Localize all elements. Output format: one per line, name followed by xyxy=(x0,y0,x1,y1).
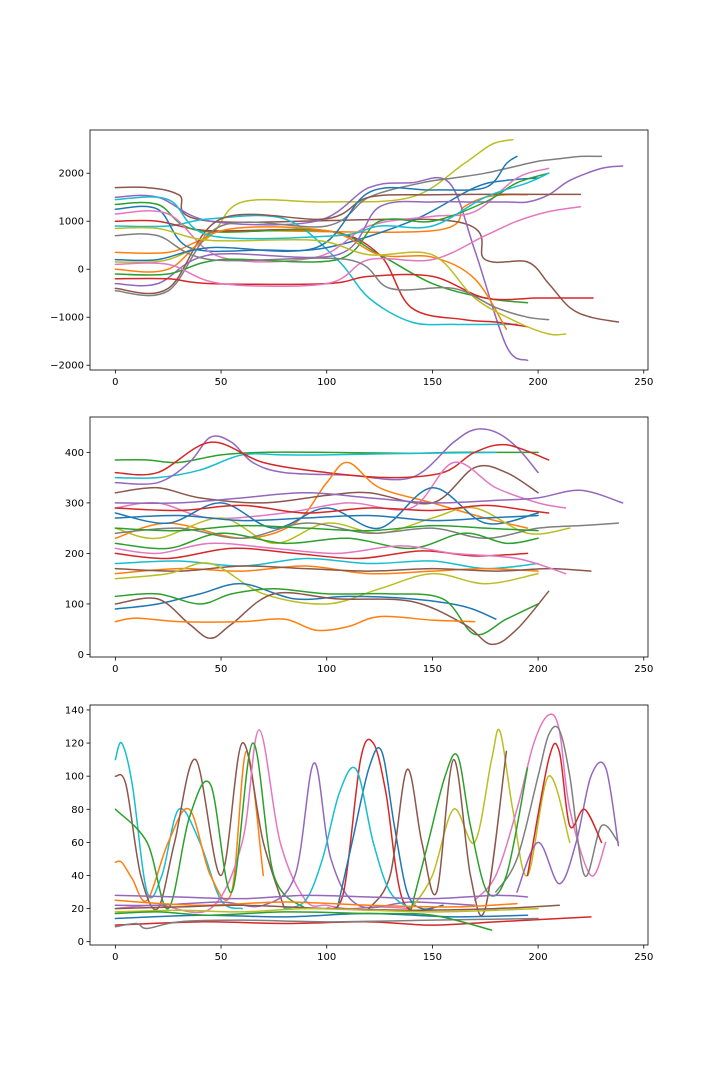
x-tick-label: 150 xyxy=(423,952,442,963)
series-line-19 xyxy=(114,172,550,240)
y-tick-label: 300 xyxy=(65,498,84,509)
series-line-3 xyxy=(114,428,539,485)
y-tick-label: 0 xyxy=(78,650,84,661)
series-line-17 xyxy=(114,912,529,920)
x-tick-label: 0 xyxy=(112,377,118,388)
series-line-17 xyxy=(114,206,582,288)
subplot-1: 0 50 100 150 200 250 −2000 −1000 0 1000 2000 xyxy=(50,129,653,388)
series-line-7 xyxy=(114,461,567,520)
series-line-12 xyxy=(516,761,620,893)
y-tick-label: 0 xyxy=(78,265,84,276)
x-tick-label: 0 xyxy=(112,952,118,963)
series-line-11 xyxy=(114,489,624,505)
x-tick-label: 200 xyxy=(529,664,548,675)
series-line-9 xyxy=(114,506,571,545)
x-tick-label: 150 xyxy=(423,377,442,388)
x-tick-label: 250 xyxy=(634,952,653,963)
x-tick-label: 250 xyxy=(634,377,653,388)
subplot-2: 0 50 100 150 200 250 0 100 200 300 400 xyxy=(65,416,653,675)
series-line-10 xyxy=(114,155,603,297)
y-tick-label: 100 xyxy=(65,599,84,610)
series-line-13 xyxy=(114,547,529,560)
series-line-18 xyxy=(114,226,567,336)
series-line-2 xyxy=(114,451,497,479)
series-line-16 xyxy=(410,753,529,910)
x-tick-label: 200 xyxy=(529,952,548,963)
series-line-21 xyxy=(114,917,539,930)
series-line-16 xyxy=(114,565,592,572)
series-line-25 xyxy=(114,504,550,514)
series-line-20 xyxy=(114,233,550,321)
series-line-23 xyxy=(114,894,529,900)
series-line-12 xyxy=(114,532,539,550)
series-line-10 xyxy=(473,713,607,902)
y-tick-label: 1000 xyxy=(59,217,84,228)
series-line-5 xyxy=(114,214,518,326)
series-line-14 xyxy=(368,750,508,917)
x-tick-label: 100 xyxy=(317,952,336,963)
subplot-3: 0 50 100 150 200 250 0 20 40 60 80 100 120 140 xyxy=(65,704,653,963)
series-line-3 xyxy=(114,742,286,911)
series-line-18 xyxy=(114,562,539,605)
x-tick-label: 200 xyxy=(529,377,548,388)
x-tick-label: 150 xyxy=(423,664,442,675)
series-group xyxy=(114,428,624,646)
y-tick-label: 80 xyxy=(71,805,84,816)
series-line-11 xyxy=(114,165,624,287)
y-tick-label: 400 xyxy=(65,448,84,459)
series-line-15 xyxy=(283,766,413,910)
y-tick-label: 40 xyxy=(71,871,84,882)
y-tick-label: 2000 xyxy=(59,169,84,180)
series-line-18 xyxy=(114,899,518,908)
y-tick-label: 100 xyxy=(65,772,84,783)
series-line-13 xyxy=(114,273,594,301)
series-line-23 xyxy=(114,514,539,522)
series-line-8 xyxy=(336,746,444,910)
axes-frame xyxy=(89,416,649,658)
y-tick-label: 0 xyxy=(78,937,84,948)
y-tick-label: 120 xyxy=(65,739,84,750)
y-tick-label: 60 xyxy=(71,838,84,849)
y-tick-label: 20 xyxy=(71,904,84,915)
series-group xyxy=(114,138,624,362)
series-line-11 xyxy=(495,725,620,893)
series-line-24 xyxy=(114,524,539,532)
x-tick-label: 50 xyxy=(215,377,228,388)
series-line-16 xyxy=(114,155,518,262)
x-tick-label: 0 xyxy=(112,664,118,675)
x-tick-label: 100 xyxy=(317,377,336,388)
axes-frame xyxy=(89,129,649,371)
series-line-20 xyxy=(114,588,539,636)
x-tick-label: 50 xyxy=(215,952,228,963)
y-tick-label: −1000 xyxy=(50,313,84,324)
series-line-5 xyxy=(114,461,529,540)
series-line-2 xyxy=(114,750,265,903)
x-tick-label: 250 xyxy=(634,664,653,675)
series-line-17 xyxy=(114,542,567,575)
series-line-6 xyxy=(114,464,539,505)
series-line-4 xyxy=(114,441,550,479)
y-tick-label: 200 xyxy=(65,549,84,560)
series-line-3 xyxy=(114,186,620,323)
series-line-22 xyxy=(114,615,476,632)
series-group xyxy=(114,713,620,931)
series-line-24 xyxy=(114,911,493,931)
x-tick-label: 100 xyxy=(317,664,336,675)
series-line-9 xyxy=(410,728,571,910)
axes-frame xyxy=(89,704,649,946)
series-line-13 xyxy=(526,742,603,877)
y-tick-label: 140 xyxy=(65,705,84,716)
y-tick-label: −2000 xyxy=(50,361,84,372)
series-line-5 xyxy=(114,762,476,909)
series-line-8 xyxy=(114,177,539,253)
series-line-6 xyxy=(114,742,307,910)
series-line-22 xyxy=(114,907,539,913)
x-tick-label: 50 xyxy=(215,664,228,675)
series-line-15 xyxy=(114,565,539,575)
series-line-7 xyxy=(325,738,434,912)
series-line-21 xyxy=(114,590,550,646)
